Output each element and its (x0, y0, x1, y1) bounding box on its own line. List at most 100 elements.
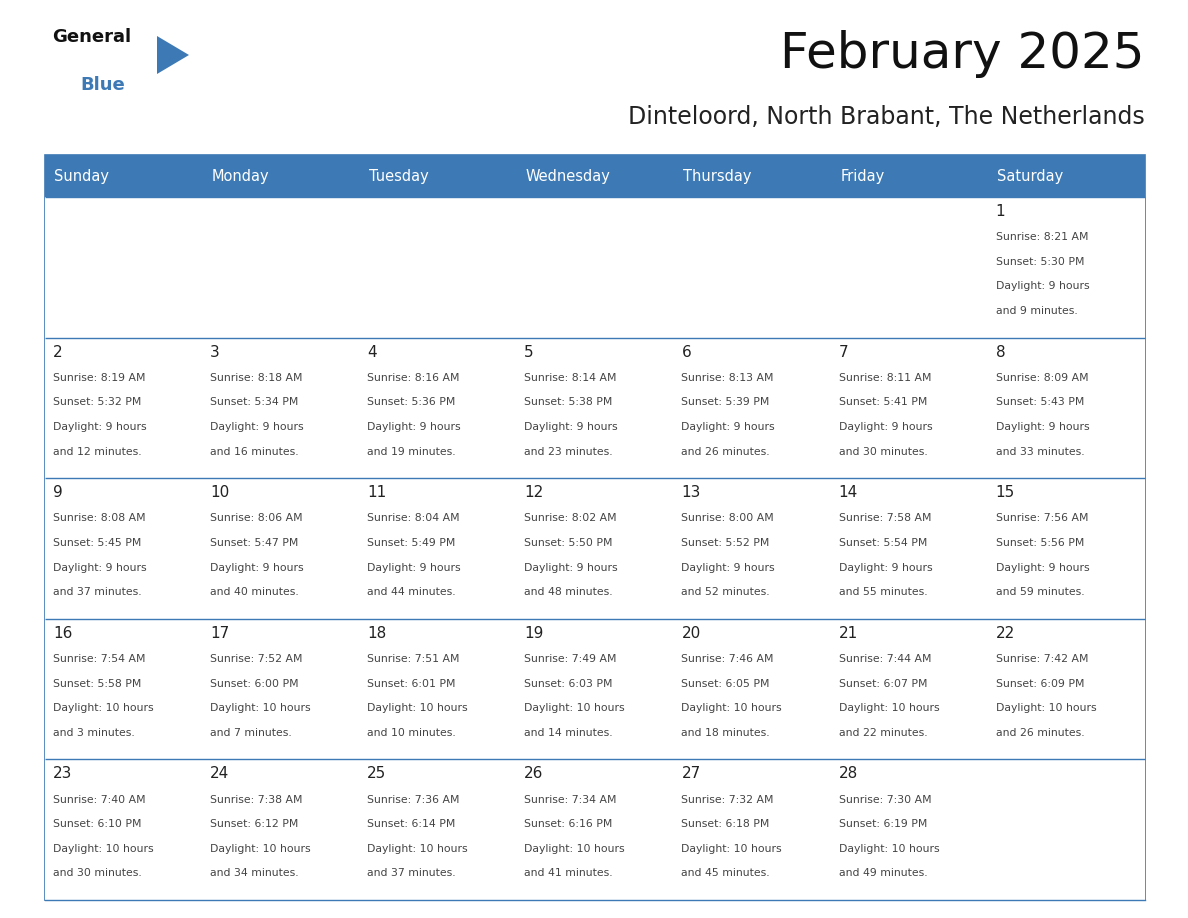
Text: Saturday: Saturday (997, 169, 1063, 184)
Bar (45, 759, 202, 900)
Text: 13: 13 (682, 486, 701, 500)
Text: and 10 minutes.: and 10 minutes. (367, 728, 456, 738)
Bar (45, 338, 202, 478)
Text: 19: 19 (524, 626, 544, 641)
Bar (202, 759, 359, 900)
Text: and 19 minutes.: and 19 minutes. (367, 446, 456, 456)
Text: Dinteloord, North Brabant, The Netherlands: Dinteloord, North Brabant, The Netherlan… (628, 105, 1145, 129)
Text: Sunset: 6:19 PM: Sunset: 6:19 PM (839, 819, 927, 829)
Bar (202, 338, 359, 478)
Text: Sunset: 6:03 PM: Sunset: 6:03 PM (524, 678, 613, 688)
Bar (517, 759, 674, 900)
Text: Daylight: 9 hours: Daylight: 9 hours (996, 563, 1089, 573)
Bar (988, 619, 1145, 759)
Bar (45, 197, 202, 338)
Text: Sunset: 5:32 PM: Sunset: 5:32 PM (52, 397, 141, 408)
Text: Sunrise: 7:32 AM: Sunrise: 7:32 AM (682, 795, 773, 804)
Text: Blue: Blue (80, 76, 125, 94)
Text: Daylight: 10 hours: Daylight: 10 hours (839, 844, 940, 854)
Bar (202, 478, 359, 619)
Text: Sunset: 6:14 PM: Sunset: 6:14 PM (367, 819, 455, 829)
Bar (674, 478, 830, 619)
Text: Sunset: 5:30 PM: Sunset: 5:30 PM (996, 257, 1085, 267)
Text: 22: 22 (996, 626, 1015, 641)
Text: Sunset: 5:49 PM: Sunset: 5:49 PM (367, 538, 455, 548)
Polygon shape (157, 36, 189, 74)
Bar (359, 197, 517, 338)
Bar (830, 478, 988, 619)
Text: 28: 28 (839, 767, 858, 781)
Text: Sunset: 5:58 PM: Sunset: 5:58 PM (52, 678, 141, 688)
Text: General: General (52, 28, 131, 46)
Bar (830, 197, 988, 338)
Text: and 44 minutes.: and 44 minutes. (367, 588, 456, 598)
Text: Daylight: 10 hours: Daylight: 10 hours (52, 703, 153, 713)
Text: and 18 minutes.: and 18 minutes. (682, 728, 770, 738)
Text: Sunrise: 7:42 AM: Sunrise: 7:42 AM (996, 654, 1088, 664)
Text: Friday: Friday (840, 169, 884, 184)
Bar (830, 759, 988, 900)
Text: 11: 11 (367, 486, 386, 500)
Text: Sunrise: 8:19 AM: Sunrise: 8:19 AM (52, 373, 145, 383)
Text: Sunrise: 7:46 AM: Sunrise: 7:46 AM (682, 654, 773, 664)
Bar (45, 155, 1145, 900)
Text: Daylight: 9 hours: Daylight: 9 hours (210, 422, 304, 432)
Bar (359, 619, 517, 759)
Text: and 37 minutes.: and 37 minutes. (367, 868, 456, 879)
Text: Sunset: 5:52 PM: Sunset: 5:52 PM (682, 538, 770, 548)
Bar (45, 478, 202, 619)
Text: Daylight: 10 hours: Daylight: 10 hours (52, 844, 153, 854)
Bar (517, 197, 674, 338)
Text: Daylight: 10 hours: Daylight: 10 hours (682, 844, 782, 854)
Text: Tuesday: Tuesday (368, 169, 429, 184)
Bar (988, 155, 1145, 197)
Text: Sunrise: 8:11 AM: Sunrise: 8:11 AM (839, 373, 931, 383)
Bar (202, 619, 359, 759)
Text: Sunset: 5:45 PM: Sunset: 5:45 PM (52, 538, 141, 548)
Text: 14: 14 (839, 486, 858, 500)
Text: Sunrise: 7:38 AM: Sunrise: 7:38 AM (210, 795, 303, 804)
Text: and 9 minutes.: and 9 minutes. (996, 306, 1078, 316)
Text: Sunset: 6:16 PM: Sunset: 6:16 PM (524, 819, 613, 829)
Bar (359, 478, 517, 619)
Text: 4: 4 (367, 344, 377, 360)
Text: Sunset: 6:09 PM: Sunset: 6:09 PM (996, 678, 1085, 688)
Bar (359, 759, 517, 900)
Text: Sunrise: 7:44 AM: Sunrise: 7:44 AM (839, 654, 931, 664)
Text: and 48 minutes.: and 48 minutes. (524, 588, 613, 598)
Bar (517, 478, 674, 619)
Text: Daylight: 10 hours: Daylight: 10 hours (996, 703, 1097, 713)
Text: Sunrise: 7:56 AM: Sunrise: 7:56 AM (996, 513, 1088, 523)
Text: Sunset: 6:05 PM: Sunset: 6:05 PM (682, 678, 770, 688)
Text: 2: 2 (52, 344, 63, 360)
Text: Thursday: Thursday (683, 169, 752, 184)
Text: and 37 minutes.: and 37 minutes. (52, 588, 141, 598)
Text: Sunrise: 8:00 AM: Sunrise: 8:00 AM (682, 513, 775, 523)
Text: Sunrise: 7:51 AM: Sunrise: 7:51 AM (367, 654, 460, 664)
Bar (674, 338, 830, 478)
Text: February 2025: February 2025 (781, 30, 1145, 78)
Text: and 30 minutes.: and 30 minutes. (839, 446, 928, 456)
Text: 26: 26 (524, 767, 544, 781)
Text: Sunrise: 7:54 AM: Sunrise: 7:54 AM (52, 654, 145, 664)
Text: and 22 minutes.: and 22 minutes. (839, 728, 927, 738)
Text: Daylight: 9 hours: Daylight: 9 hours (839, 422, 933, 432)
Text: Sunday: Sunday (55, 169, 109, 184)
Bar (674, 197, 830, 338)
Text: Daylight: 10 hours: Daylight: 10 hours (839, 703, 940, 713)
Text: Sunset: 6:18 PM: Sunset: 6:18 PM (682, 819, 770, 829)
Text: Sunset: 6:10 PM: Sunset: 6:10 PM (52, 819, 141, 829)
Text: and 30 minutes.: and 30 minutes. (52, 868, 141, 879)
Text: Sunset: 6:07 PM: Sunset: 6:07 PM (839, 678, 927, 688)
Bar (517, 338, 674, 478)
Text: Daylight: 10 hours: Daylight: 10 hours (524, 703, 625, 713)
Text: 17: 17 (210, 626, 229, 641)
Text: Daylight: 9 hours: Daylight: 9 hours (52, 563, 146, 573)
Text: 16: 16 (52, 626, 72, 641)
Text: Sunset: 5:41 PM: Sunset: 5:41 PM (839, 397, 927, 408)
Text: 24: 24 (210, 767, 229, 781)
Text: and 45 minutes.: and 45 minutes. (682, 868, 770, 879)
Text: Daylight: 9 hours: Daylight: 9 hours (682, 563, 775, 573)
Text: and 34 minutes.: and 34 minutes. (210, 868, 298, 879)
Bar (988, 338, 1145, 478)
